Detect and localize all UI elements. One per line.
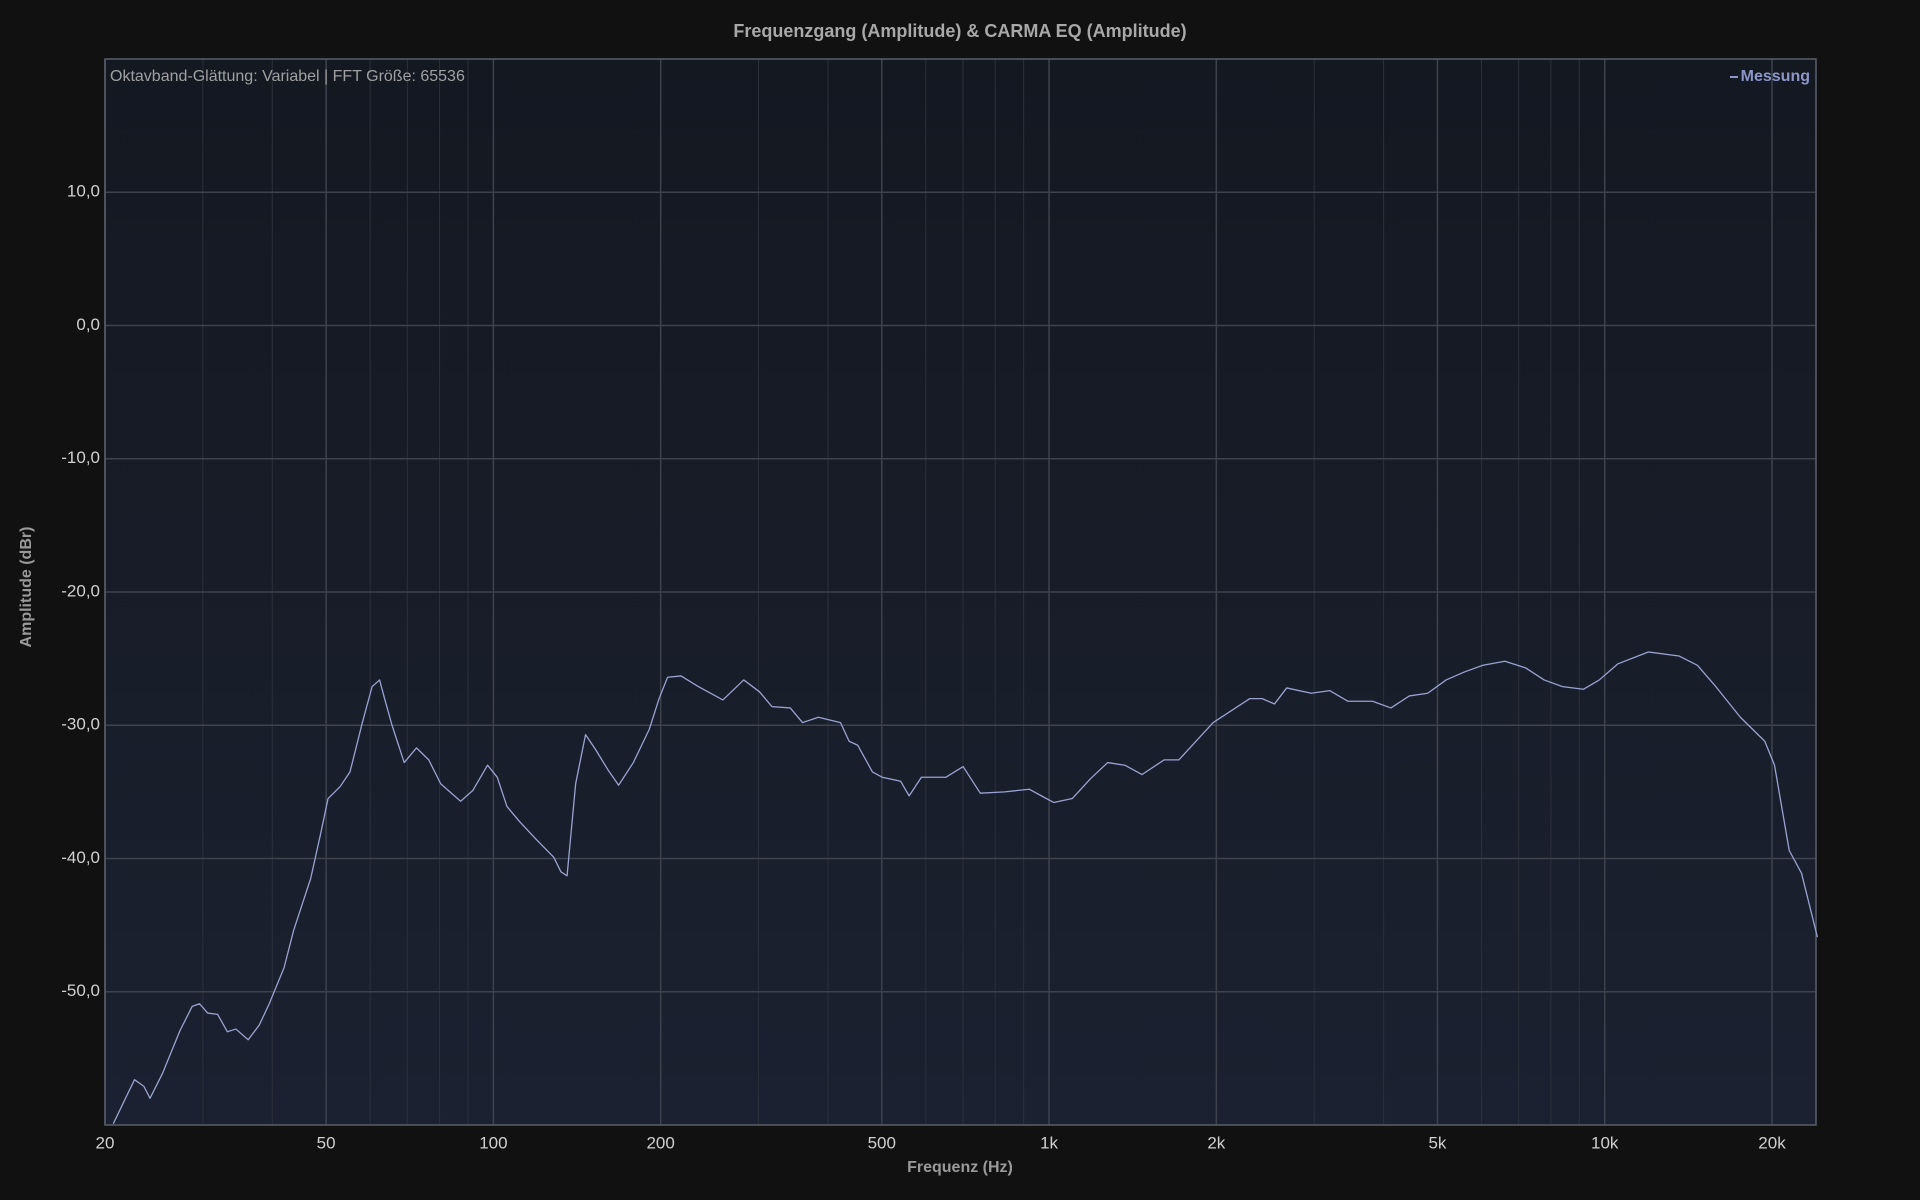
x-tick-label: 50	[317, 1133, 336, 1152]
y-tick-label: -50,0	[61, 981, 100, 1000]
y-tick-label: -10,0	[61, 448, 100, 467]
y-axis-title: Amplitude (dBr)	[18, 527, 35, 648]
legend-entry: Messung	[1741, 68, 1810, 85]
chart-title: Frequenzgang (Amplitude) & CARMA EQ (Amp…	[733, 21, 1186, 41]
x-tick-label: 20k	[1758, 1133, 1786, 1152]
x-tick-label: 10k	[1591, 1133, 1619, 1152]
y-tick-label: -40,0	[61, 848, 100, 867]
grid	[104, 59, 1816, 1125]
x-tick-label: 500	[868, 1133, 896, 1152]
y-tick-label: 0,0	[76, 315, 100, 334]
line-series	[112, 651, 1819, 1124]
y-tick-label: 10,0	[67, 182, 100, 201]
x-tick-label: 2k	[1207, 1133, 1225, 1152]
x-tick-label: 200	[646, 1133, 674, 1152]
annotation: Oktavband-Glättung: Variabel | FFT Größe…	[110, 68, 465, 85]
x-tick-label: 100	[479, 1133, 507, 1152]
x-axis-title: Frequenz (Hz)	[907, 1159, 1013, 1176]
x-tick-label: 20	[96, 1133, 115, 1152]
y-tick-label: -30,0	[61, 715, 100, 734]
x-tick-label: 1k	[1040, 1133, 1058, 1152]
y-tick-label: -20,0	[61, 581, 100, 600]
plot-border	[104, 58, 1817, 1126]
x-tick-label: 5k	[1428, 1133, 1446, 1152]
